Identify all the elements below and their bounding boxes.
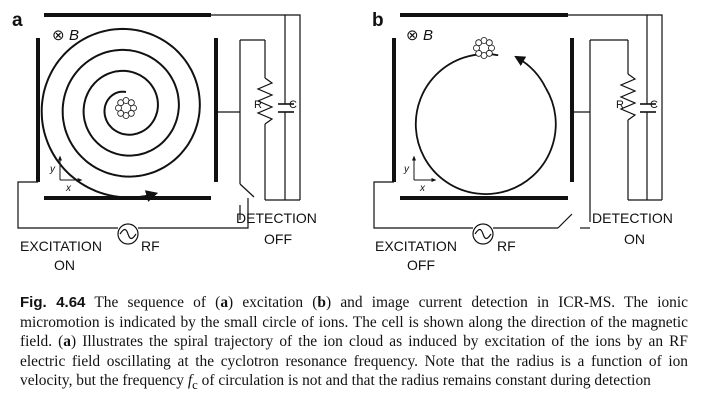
caption-text: of circulation is not and that the radiu… [197,372,651,390]
magnetic-field-icon: ⊗ [406,27,419,44]
axis-x-label: x [65,183,72,194]
circular-trajectory [414,53,557,195]
icr-diagram: a ⊗ B y x [12,10,673,273]
circular-trajectory [514,55,547,89]
rf-source-icon [117,223,139,245]
excitation-label: EXCITATION [375,238,457,254]
figure-caption: Fig. 4.64 The sequence of (a) excitation… [20,293,688,396]
ion-icon [485,39,493,47]
resistor-label: R [254,99,262,111]
excitation-circuit [373,181,590,245]
axis-x-label: x [419,183,426,194]
detection-circuit [568,14,663,222]
capacitor-label: C [289,99,297,111]
caption-text: ) and image current detection in ICR-MS.… [20,294,688,351]
caption-ref-a: a [63,333,71,351]
excitation-circuit [17,181,249,245]
rf-label: RF [497,238,516,254]
excitation-state: ON [54,257,75,273]
frequency-subscript: c [192,378,198,393]
magnetic-field-label: B [423,27,433,44]
frequency-symbol: f [187,372,193,390]
detection-circuit [211,14,301,220]
caption-ref-b: b [317,294,326,311]
spiral-trajectory [40,27,201,202]
ion-cloud [115,97,137,119]
magnetic-field-icon: ⊗ [52,27,65,44]
detection-label: DETECTION [236,210,317,226]
rf-label: RF [141,238,160,254]
caption-text: ) Illustrates the spiral trajectory of t… [20,333,688,390]
detection-label: DETECTION [592,210,673,226]
axis-y-label: y [403,164,410,175]
caption-text: The sequence of ( [85,294,221,311]
panel-letter-b: b [372,10,384,31]
detection-state: ON [624,231,645,247]
panel-a: a ⊗ B y x [12,10,317,273]
caption-text: ) excitation ( [228,294,318,311]
switch-icon [557,213,573,229]
resistor-label: R [616,99,624,111]
ion-cloud [473,37,495,59]
panel-b: b ⊗ B y x R C [372,10,673,273]
caption-ref-a: a [220,294,229,311]
axes-icon [58,155,83,182]
figure-number: Fig. 4.64 [20,294,86,311]
magnetic-field-label: B [69,27,79,44]
ion-icon [127,99,135,107]
detection-state: OFF [264,231,292,247]
panel-letter-a: a [12,10,23,31]
axes-icon [412,155,437,182]
capacitor-label: C [650,99,658,111]
axis-y-label: y [49,164,56,175]
rf-source-icon [472,223,494,245]
excitation-state: OFF [407,257,435,273]
switch-icon [239,183,255,198]
resistor-icon [256,77,274,125]
excitation-label: EXCITATION [20,238,102,254]
resistor-icon [619,73,637,121]
